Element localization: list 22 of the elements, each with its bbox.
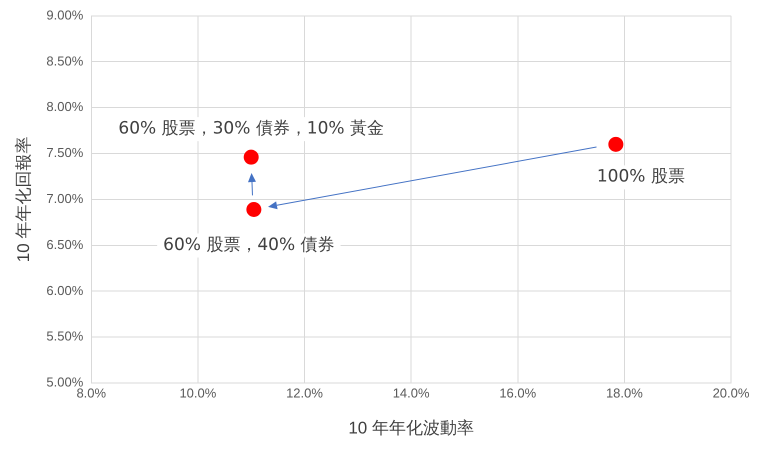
annotation: 60% 股票，40% 債券 — [163, 234, 335, 255]
x-axis-title: 10 年年化波動率 — [348, 418, 474, 438]
point — [246, 202, 262, 217]
x-tick-label: 18.0% — [606, 385, 644, 400]
x-tick-label: 20.0% — [712, 385, 750, 400]
x-tick-label: 14.0% — [392, 385, 430, 400]
y-tick-label: 6.00% — [46, 282, 84, 298]
point — [244, 150, 259, 165]
y-tick-label: 6.50% — [46, 236, 84, 252]
y-axis-title: 10 年年化回報率 — [14, 136, 33, 262]
annotation: 60% 股票，30% 債券，10% 黃金 — [118, 118, 384, 139]
annotation: 100% 股票 — [596, 166, 685, 187]
y-tick-label: 9.00% — [46, 7, 84, 22]
y-tick-label: 5.50% — [46, 328, 84, 344]
x-tick-label: 10.0% — [179, 385, 217, 400]
x-tick-label: 16.0% — [499, 385, 537, 400]
y-tick-label: 8.00% — [46, 99, 84, 114]
point — [608, 136, 624, 152]
y-tick-label: 7.50% — [46, 145, 84, 160]
x-tick-label: 12.0% — [286, 385, 324, 400]
y-tick-label: 7.00% — [46, 190, 84, 206]
y-tick-label: 8.50% — [46, 53, 84, 68]
